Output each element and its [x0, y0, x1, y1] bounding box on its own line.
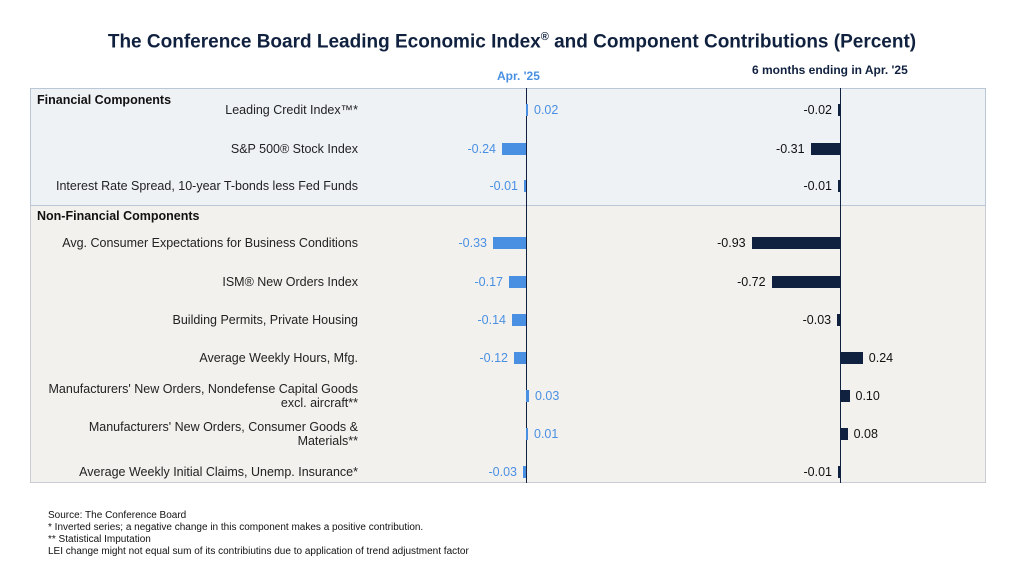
axis-zero-line-6months: [840, 88, 841, 483]
data-label: -0.93: [717, 236, 746, 250]
bar: [526, 390, 529, 402]
data-label: 0.02: [534, 103, 559, 117]
bar: [502, 143, 526, 155]
bar: [840, 390, 850, 402]
data-label: 0.10: [855, 389, 880, 403]
data-label: -0.03: [802, 313, 832, 327]
nonfinancial-section-heading: Non-Financial Components: [37, 209, 200, 223]
data-label: -0.31: [776, 142, 805, 156]
bar: [840, 428, 848, 440]
row-label: Avg. Consumer Expectations for Business …: [62, 236, 358, 250]
title-text: The Conference Board Leading Economic In…: [107, 31, 541, 53]
row-label: Leading Credit Index™*: [225, 103, 358, 117]
bar: [524, 180, 526, 192]
bar: [526, 104, 528, 116]
footnote-trend: LEI change might not equal sum of its co…: [48, 546, 469, 557]
footnote-inverted: * Inverted series; a negative change in …: [48, 522, 424, 533]
row-label: Interest Rate Spread, 10-year T-bonds le…: [55, 179, 358, 193]
row-label: ISM® New Orders Index: [222, 275, 358, 289]
column-header-6months: 6 months ending in Apr. '25: [752, 63, 908, 77]
row-label: Building Permits, Private Housing: [172, 313, 359, 327]
data-label: -0.12: [479, 351, 509, 365]
data-label: 0.01: [534, 427, 559, 441]
financial-section-heading: Financial Components: [37, 93, 172, 107]
footnote-source: Source: The Conference Board: [48, 510, 187, 521]
data-label: -0.72: [737, 275, 766, 289]
column-header-apr: Apr. '25: [497, 69, 540, 83]
bar: [838, 466, 840, 478]
row-label: Average Weekly Hours, Mfg.: [199, 351, 358, 365]
data-label: -0.02: [803, 103, 833, 117]
title-rest: and Component Contributions (Percent): [548, 31, 917, 53]
data-label: 0.03: [535, 389, 560, 403]
bar: [509, 276, 526, 288]
row-label: S&P 500® Stock Index: [230, 142, 358, 156]
footnote-imputation: ** Statistical Imputation: [48, 534, 151, 545]
data-label: -0.24: [467, 142, 497, 156]
data-label: -0.01: [803, 465, 833, 479]
nonfinancial-panel: [30, 206, 986, 483]
data-label: -0.03: [488, 465, 518, 479]
data-label: -0.01: [489, 179, 519, 193]
footnotes: Source: The Conference Board * Inverted …: [48, 510, 469, 558]
title-mark: ®: [540, 31, 549, 43]
bar: [493, 237, 526, 249]
data-label: -0.01: [803, 179, 833, 193]
bar: [838, 104, 840, 116]
data-label: -0.17: [474, 275, 504, 289]
data-label: 0.24: [868, 351, 894, 365]
bar: [837, 314, 840, 326]
bar: [526, 428, 528, 440]
data-label: -0.33: [458, 236, 488, 250]
bar: [751, 237, 840, 249]
bar: [512, 314, 526, 326]
data-label: -0.14: [477, 313, 507, 327]
bar: [810, 143, 840, 155]
row-label: Average Weekly Initial Claims, Unemp. In…: [79, 465, 358, 479]
row-label: Manufacturers' New Orders, Consumer Good…: [88, 420, 358, 448]
bar: [514, 352, 526, 364]
bar: [838, 180, 840, 192]
data-label: 0.08: [853, 427, 878, 441]
bar: [771, 276, 840, 288]
chart-title: The Conference Board Leading Economic In…: [0, 31, 1024, 53]
bar: [840, 352, 863, 364]
axis-zero-line-apr: [526, 88, 527, 483]
bar: [523, 466, 526, 478]
row-label: Manufacturers' New Orders, Nondefense Ca…: [48, 382, 358, 410]
